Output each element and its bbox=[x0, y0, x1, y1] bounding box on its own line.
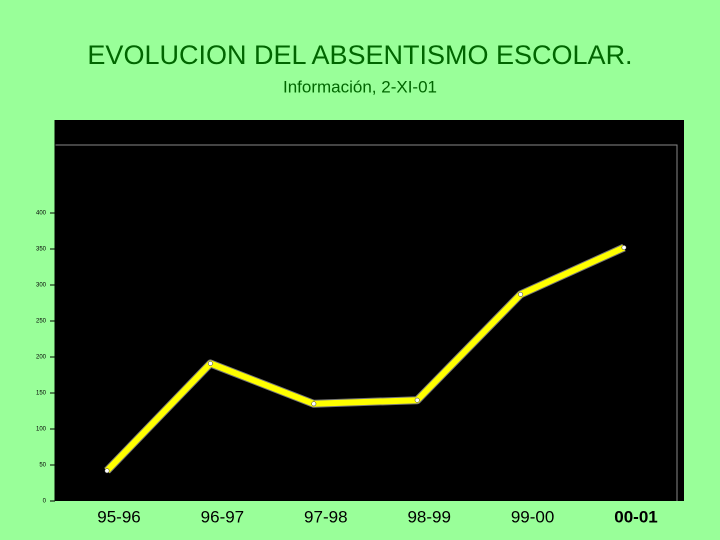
y-tick-label: 250 bbox=[36, 319, 47, 325]
data-label: 42 bbox=[112, 469, 131, 488]
point-marker bbox=[104, 468, 110, 474]
plot-border bbox=[55, 144, 678, 501]
y-tick-label: 0 bbox=[43, 499, 47, 505]
chart-title: EVOLUCION DEL ABSENTISMO ESCOLAR. bbox=[87, 40, 632, 70]
x-tick-label: 96-97 bbox=[201, 507, 244, 526]
x-tick-label: 97-98 bbox=[304, 507, 347, 526]
point-marker bbox=[621, 245, 627, 251]
x-tick-label: 99-00 bbox=[511, 507, 554, 526]
data-line bbox=[104, 244, 626, 473]
chart-subtitle: Información, 2-XI-01 bbox=[283, 77, 437, 96]
y-tick-label: 100 bbox=[36, 427, 47, 433]
data-label: 352 bbox=[632, 246, 660, 265]
point-marker bbox=[414, 397, 420, 403]
point-marker bbox=[518, 291, 524, 297]
data-label: 287 bbox=[525, 293, 553, 312]
y-tick-label: 350 bbox=[36, 247, 47, 253]
y-tick-label: 300 bbox=[36, 283, 47, 289]
y-tick-label: 200 bbox=[36, 355, 47, 361]
data-label: 191 bbox=[216, 338, 244, 357]
point-marker bbox=[207, 361, 213, 366]
y-tick-label: 150 bbox=[36, 391, 47, 397]
y-tick-label: 50 bbox=[39, 463, 46, 469]
x-tick-label: 98-99 bbox=[407, 507, 450, 526]
data-label: 140 bbox=[423, 396, 451, 415]
plot-background bbox=[55, 120, 684, 501]
x-tick-label: 00-01 bbox=[614, 507, 657, 526]
data-label: 135 bbox=[320, 410, 348, 429]
point-marker bbox=[311, 401, 317, 407]
y-tick-label: 400 bbox=[36, 211, 47, 217]
x-tick-label: 95-96 bbox=[97, 507, 140, 526]
